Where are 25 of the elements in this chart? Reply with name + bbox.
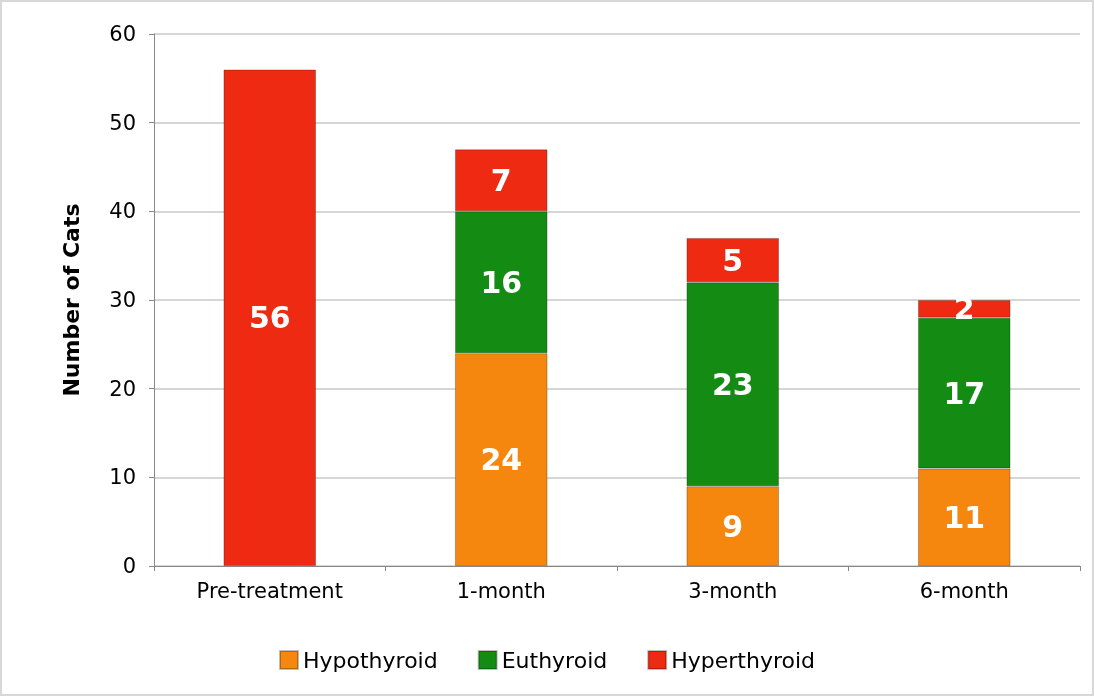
y-tick-label: 30 <box>109 288 136 312</box>
y-tick-label: 0 <box>122 554 136 578</box>
y-tick-label: 20 <box>109 376 136 401</box>
bar <box>223 69 317 566</box>
data-label: 5 <box>722 242 744 278</box>
x-tick-label: 1-month <box>456 578 546 603</box>
data-label: 7 <box>490 162 512 198</box>
data-label: 56 <box>248 300 291 336</box>
y-tick-label: 50 <box>109 110 136 135</box>
data-label: 11 <box>943 499 986 535</box>
legend-label: Euthyroid <box>501 647 608 673</box>
x-tick-label: Pre-treatment <box>196 578 343 603</box>
legend-label: Hypothyroid <box>303 647 438 673</box>
legend-label: Hyperthyroid <box>671 647 815 673</box>
data-label: 17 <box>943 375 986 411</box>
data-label: 9 <box>722 508 744 544</box>
y-tick-label: 60 <box>109 22 136 46</box>
data-label: 24 <box>480 442 523 478</box>
data-label: 23 <box>711 366 754 402</box>
y-axis-title: Number of Cats <box>58 203 84 397</box>
x-tick-label: 3-month <box>688 578 778 603</box>
data-label: 16 <box>480 264 523 300</box>
y-tick-label: 40 <box>109 199 136 224</box>
y-tick-label: 10 <box>109 465 136 490</box>
x-tick-label: 6-month <box>919 578 1009 603</box>
